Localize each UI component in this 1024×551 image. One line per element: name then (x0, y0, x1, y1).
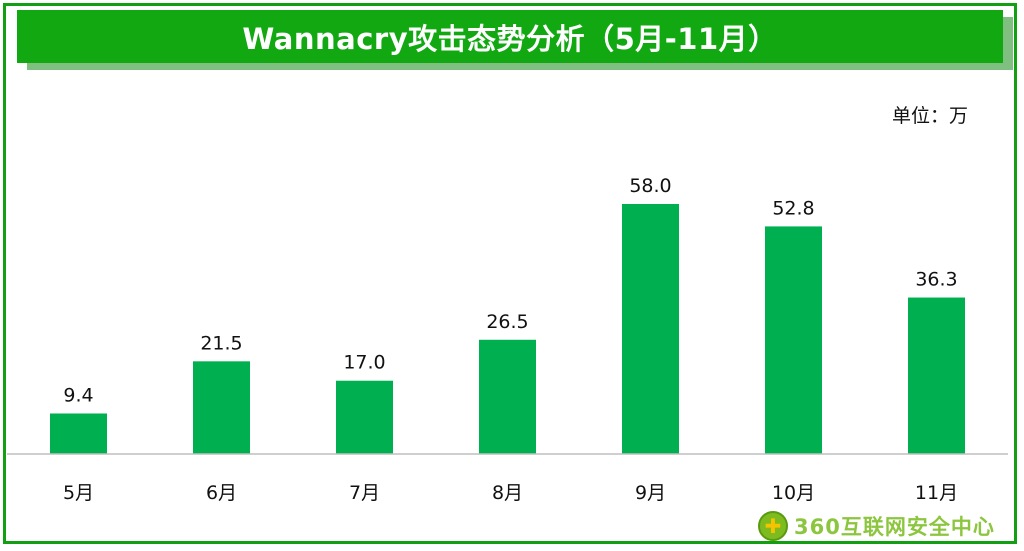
bar-10月 (765, 226, 822, 454)
title-bar: Wannacry攻击态势分析（5月-11月） (17, 10, 1003, 63)
x-tick-label: 10月 (772, 482, 815, 504)
data-label: 17.0 (343, 352, 385, 374)
bar-9月 (622, 204, 679, 454)
data-label: 26.5 (486, 311, 528, 333)
x-tick-label: 9月 (635, 482, 666, 504)
x-tick-label: 11月 (915, 482, 958, 504)
data-label: 21.5 (200, 332, 242, 354)
bar-8月 (479, 339, 536, 454)
data-label: 58.0 (629, 175, 671, 197)
shield-plus-icon: ✚ (758, 511, 788, 541)
bar-6月 (193, 361, 250, 454)
brand-logo: ✚ 360互联网安全中心 (758, 509, 1008, 543)
x-tick-label: 7月 (349, 482, 380, 504)
bar-5月 (50, 413, 107, 454)
x-tick-label: 6月 (206, 482, 237, 504)
data-label: 36.3 (915, 269, 957, 291)
chart-title: Wannacry攻击态势分析（5月-11月） (242, 21, 778, 56)
x-tick-label: 5月 (63, 482, 94, 504)
data-label: 52.8 (772, 197, 814, 219)
data-label: 9.4 (63, 384, 93, 406)
bar-7月 (336, 380, 393, 454)
brand-name: 360互联网安全中心 (794, 515, 995, 539)
unit-label: 单位：万 (891, 105, 968, 127)
x-tick-label: 8月 (492, 482, 523, 504)
bar-11月 (908, 297, 965, 454)
chart-frame (3, 3, 1017, 544)
